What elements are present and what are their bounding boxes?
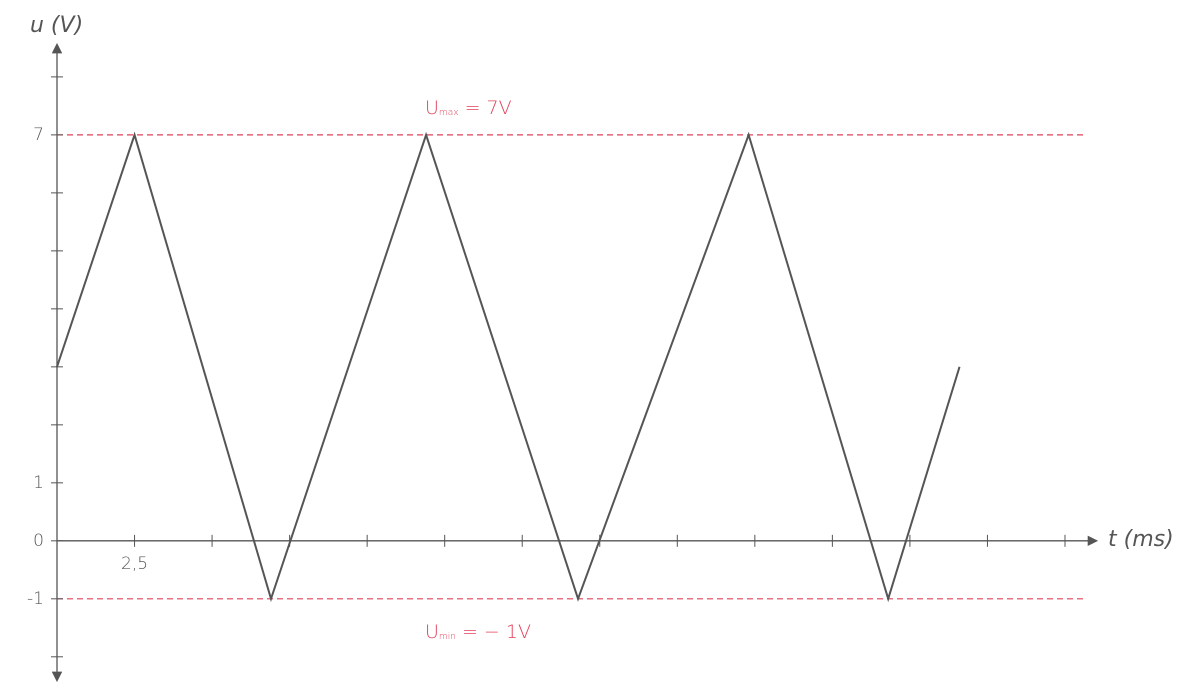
y-tick-label: -1 xyxy=(27,589,44,609)
y-tick-label: 1 xyxy=(33,473,44,493)
reference-symbol: U xyxy=(425,620,439,642)
reference-symbol: U xyxy=(425,96,439,118)
y-tick-label: 0 xyxy=(33,531,44,551)
reference-label: Umax = 7V xyxy=(425,96,512,118)
y-axis-label: u (V) xyxy=(30,13,83,38)
reference-value: = − 1V xyxy=(456,620,531,642)
data-line xyxy=(56,131,961,603)
reference-label: Umin = − 1V xyxy=(425,620,531,642)
reference-value: = 7V xyxy=(459,96,512,118)
x-tick-label: 2,5 xyxy=(121,554,148,574)
y-tick-label: 7 xyxy=(33,125,44,145)
reference-subscript: min xyxy=(439,631,456,641)
reference-subscript: max xyxy=(439,107,459,117)
x-axis-label: t (ms) xyxy=(1108,527,1174,552)
